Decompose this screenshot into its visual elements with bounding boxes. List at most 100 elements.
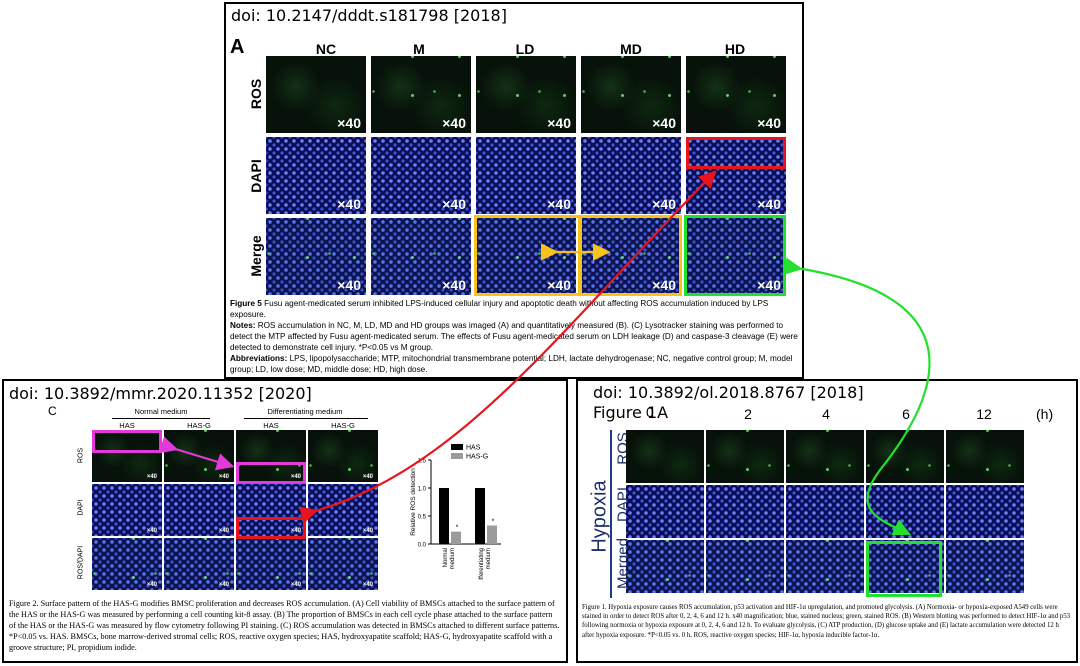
top-ros-4: ×40 [686, 56, 786, 133]
magnification-label: ×40 [652, 196, 676, 212]
right-merge-0 [626, 540, 704, 593]
doi-left: doi: 10.3892/mmr.2020.11352 [2020] [9, 384, 312, 403]
caption-notes-label: Notes: [230, 321, 256, 331]
top-merge-1: ×40 [371, 218, 471, 295]
right-ros-4 [946, 430, 1024, 483]
left-ros-2: ×40 [236, 430, 306, 482]
top-ros-2: ×40 [476, 56, 576, 133]
right-merge-1 [706, 540, 784, 593]
chart-y-tick-label: 0.0 [418, 543, 427, 549]
col-md: MD [620, 41, 642, 57]
highlight-ld-merge-yellow [474, 215, 582, 296]
top-dapi-1: ×40 [371, 137, 471, 214]
chart-legend-swatch [451, 453, 463, 459]
magnification-label: ×40 [652, 115, 676, 131]
chart-bar-has-g [451, 531, 461, 544]
chart-annotation: * [492, 519, 495, 526]
caption-title-text: Fusu agent-medicated serum inhibited LPS… [230, 299, 769, 320]
row-ros: ROS [248, 78, 264, 110]
ros-bar-chart: 1.5 1.0 0.5 0.0 Relative ROS detection * Norma… [410, 444, 501, 580]
left-merge-1: ×40 [164, 538, 234, 590]
right-merge-4 [946, 540, 1024, 593]
chart-x-tick-label: medium [486, 548, 492, 569]
right-dapi-3 [866, 485, 944, 538]
magnification-label: ×40 [146, 474, 157, 480]
lcol-hasg-1: HAS-G [187, 421, 211, 430]
magnification-label: ×40 [442, 115, 466, 131]
panel-letter-a: A [230, 36, 245, 58]
right-dapi-0 [626, 485, 704, 538]
row-dapi: DAPI [248, 159, 264, 193]
magnification-label: ×40 [757, 277, 781, 293]
right-dapi-2 [786, 485, 864, 538]
doi-right: doi: 10.3892/ol.2018.8767 [2018] [593, 383, 864, 402]
chart-y-label: Relative ROS detection [410, 468, 417, 536]
chart-legend-swatch [451, 444, 463, 450]
magnification-label: ×40 [362, 582, 373, 588]
caption-figure-label: Figure 5 [230, 299, 262, 308]
magnification-label: ×40 [547, 196, 571, 212]
panel-letter-c: C [48, 404, 57, 418]
caption-top: Figure 5 Fusu agent-medicated serum inhi… [230, 298, 798, 375]
highlight-hd-merge-green [684, 215, 786, 296]
chart-bar-has-g [487, 525, 497, 544]
chart-x-tick-label: Normal [443, 548, 449, 567]
magnification-label: ×40 [757, 196, 781, 212]
left-merge-3: ×40 [308, 538, 378, 590]
left-dapi-2: ×40 [236, 484, 306, 536]
group-diff-line [244, 418, 368, 419]
top-ros-0: ×40 [266, 56, 366, 133]
col-hd: HD [724, 41, 746, 57]
lcol-hasg-2: HAS-G [331, 421, 355, 430]
chart-legend-label: HAS-G [466, 454, 488, 461]
magnification-label: ×40 [290, 474, 301, 480]
right-merge-3 [866, 540, 944, 593]
chart-annotation: * [456, 525, 459, 532]
chart-bar-has [439, 488, 449, 544]
right-ros-1 [706, 430, 784, 483]
top-dapi-0: ×40 [266, 137, 366, 214]
chart-y-tick-label: 1.5 [418, 459, 427, 465]
right-ros-0 [626, 430, 704, 483]
group-diff-label: Differentiating medium [267, 407, 343, 416]
right-ros-2 [786, 430, 864, 483]
group-normal-label: Normal medium [134, 407, 188, 416]
top-ros-1: ×40 [371, 56, 471, 133]
time-12: 12 [976, 406, 992, 422]
chart-legend-label: HAS [466, 445, 481, 452]
caption-abbrev-text: LPS, lipopolysaccharide; MTP, mitochondr… [230, 354, 793, 375]
right-dapi-1 [706, 485, 784, 538]
left-merge-0: ×40 [92, 538, 162, 590]
top-dapi-3: ×40 [581, 137, 681, 214]
col-ld: LD [515, 41, 535, 57]
left-dapi-0: ×40 [92, 484, 162, 536]
magnification-label: ×40 [290, 528, 301, 534]
lrow-rosdapi: ROS/DAPI [77, 545, 85, 580]
highlight-left-ros-magenta-1 [92, 430, 162, 453]
chart-y-tick-label: 1.0 [418, 487, 427, 493]
left-ros-3: ×40 [308, 430, 378, 482]
highlight-left-ros-magenta-2 [236, 462, 306, 484]
magnification-label: ×40 [362, 528, 373, 534]
left-ros-0: ×40 [92, 430, 162, 482]
col-nc: NC [315, 41, 337, 57]
highlight-md-merge-yellow [578, 215, 682, 296]
time-2: 2 [744, 406, 752, 422]
doi-top: doi: 10.2147/dddt.s181798 [2018] [231, 6, 507, 25]
top-dapi-2: ×40 [476, 137, 576, 214]
caption-left: Figure 2. Surface pattern of the HAS-G m… [9, 599, 560, 653]
caption-abbrev-label: Abbreviations: [230, 354, 288, 364]
lcol-has-1: HAS [119, 421, 135, 430]
highlight-right-6h-merged-green [866, 541, 942, 597]
magnification-label: ×40 [362, 474, 373, 480]
time-unit: (h) [1036, 406, 1054, 422]
right-merge-2 [786, 540, 864, 593]
magnification-label: ×40 [218, 528, 229, 534]
magnification-label: ×40 [442, 277, 466, 293]
lcol-has-2: HAS [263, 421, 279, 430]
time-4: 4 [822, 406, 830, 422]
magnification-label: ×40 [337, 115, 361, 131]
top-merge-0: ×40 [266, 218, 366, 295]
highlight-left-dapi-red [236, 517, 306, 539]
magnification-label: ×40 [442, 196, 466, 212]
